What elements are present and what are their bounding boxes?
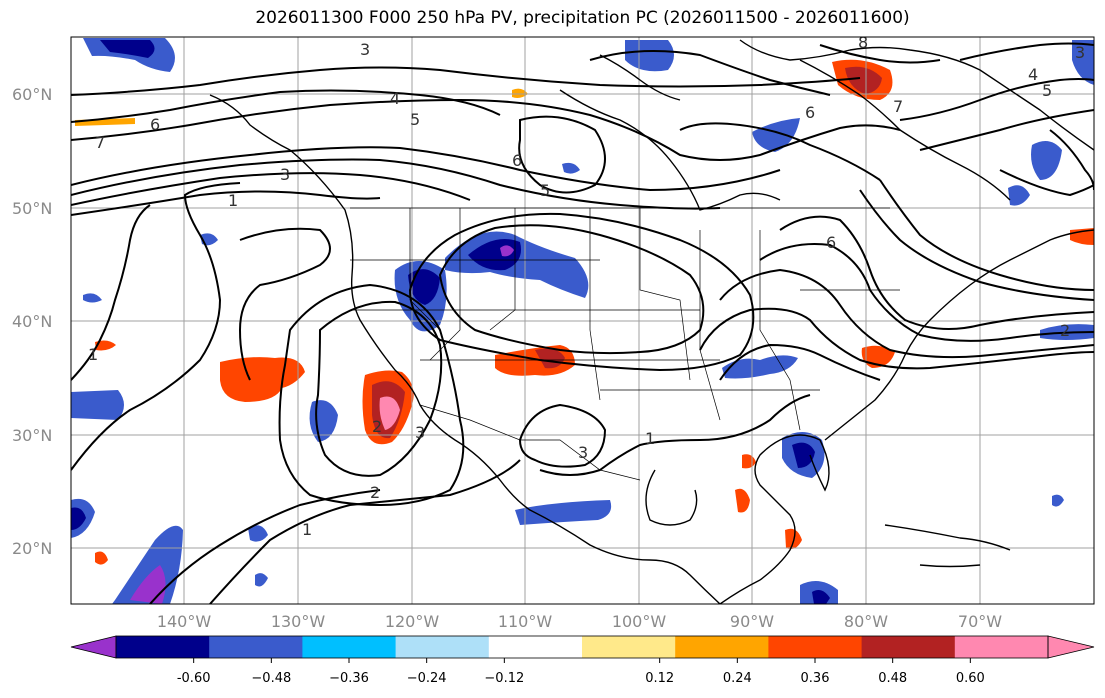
contour-label: 5 [410, 110, 420, 129]
chart-title: 2026011300 F000 250 hPa PV, precipitatio… [255, 8, 910, 28]
precip-patch-sw-us-dark [535, 348, 565, 369]
colorbar-segment [675, 636, 769, 658]
precip-patch-great-basin-core [408, 269, 440, 305]
colorbar-tick-label: 0.24 [723, 671, 752, 686]
longitude-labels: 140°W 130°W 120°W 110°W 100°W 90°W 80°W … [157, 612, 1002, 631]
contour-label: 8 [858, 33, 868, 52]
precip-patch-mex-pos1 [735, 488, 750, 513]
colorbar-segment [395, 636, 490, 658]
lat-label: 20°N [12, 539, 52, 558]
contour-label: 1 [88, 345, 98, 364]
colorbar-tick-label: −0.36 [329, 671, 369, 686]
precip-patch-mexico [515, 500, 612, 525]
contour-label: 4 [390, 89, 400, 108]
contour-label: 6 [512, 151, 522, 170]
precip-patch-rockies-purple [500, 245, 514, 257]
map-frame [70, 36, 1095, 605]
precip-patch-atlantic-ne [1031, 141, 1062, 180]
contour-label: 7 [893, 97, 903, 116]
lon-label: 140°W [157, 612, 212, 631]
contour-label: 3 [360, 40, 370, 59]
colorbar: -0.60 −0.48 −0.36 −0.24 −0.12 0.12 0.24 0.36 0.4… [70, 635, 1095, 686]
contour-label: 3 [280, 165, 290, 184]
contour-labels: 1 1 1 1 2 2 2 3 3 3 3 4 5 5 6 6 6 7 7 8 … [88, 33, 1085, 539]
precip-patch-w-sm [83, 293, 102, 303]
contour-label: 3 [578, 443, 588, 462]
latitude-labels: 60°N 50°N 40°N 30°N 20°N [12, 85, 52, 558]
contour-label: 2 [372, 417, 382, 436]
colorbar-arrow-left [70, 635, 117, 659]
colorbar-segment [954, 636, 1049, 658]
colorbar-tick-label: 0.12 [645, 671, 674, 686]
lon-label: 80°W [844, 612, 888, 631]
colorbar-tick-label: −0.12 [484, 671, 524, 686]
precip-patch-nw-coast-core [100, 40, 155, 58]
colorbar-tick-label: -0.60 [177, 671, 211, 686]
contour-label: 3 [1075, 43, 1085, 62]
colorbar-tick-label: −0.48 [251, 671, 291, 686]
colorbar-frame [115, 635, 1049, 659]
contour-label: 1 [228, 191, 238, 210]
precip-patch-labrador-sea [1072, 40, 1094, 85]
colorbar-segment [861, 636, 956, 658]
contour-label: 2 [1060, 321, 1070, 340]
lat-label: 60°N [12, 85, 52, 104]
lat-label: 40°N [12, 312, 52, 331]
colorbar-tick-label: −0.24 [407, 671, 447, 686]
precip-patch-atl-sm2 [1052, 494, 1064, 507]
lon-label: 70°W [958, 612, 1002, 631]
contour-label: 4 [1028, 65, 1038, 84]
precip-patch-lake [512, 88, 528, 98]
contour-label: 1 [645, 429, 655, 448]
precip-patch-ca-sm [255, 573, 268, 587]
precip-patch-w-pos2 [95, 551, 108, 565]
lon-label: 110°W [498, 612, 553, 631]
contour-label: 5 [540, 181, 550, 200]
contour-label: 5 [1042, 81, 1052, 100]
colorbar-segment [302, 636, 397, 658]
precip-patch-gulf-sm [1008, 185, 1030, 206]
lat-label: 30°N [12, 426, 52, 445]
precip-patch-quebec [752, 118, 800, 152]
contour-label: 6 [150, 115, 160, 134]
colorbar-segment [488, 636, 583, 658]
precip-patch-baja-pink [379, 396, 400, 430]
lon-label: 120°W [385, 612, 440, 631]
colorbar-arrow-right [1047, 635, 1095, 659]
precip-patch-sw-pacific-core [130, 565, 166, 604]
lon-label: 100°W [612, 612, 667, 631]
contour-label: 6 [826, 233, 836, 252]
contour-label: 3 [415, 423, 425, 442]
contour-label: 2 [370, 483, 380, 502]
precip-patch-caribbean-core [812, 590, 830, 604]
colorbar-segment [768, 636, 863, 658]
precip-patch-canada-sm [562, 162, 580, 174]
precip-patch-gulf-fl-core [792, 442, 815, 468]
coastlines [209, 39, 1094, 604]
precip-patch-w-pos1 [95, 340, 116, 351]
contour-label: 7 [95, 133, 105, 152]
lon-label: 130°W [271, 612, 326, 631]
lat-label: 50°N [12, 199, 52, 218]
lon-label: 90°W [730, 612, 774, 631]
precip-patch-sw-small [248, 525, 268, 542]
colorbar-segment [116, 636, 210, 658]
precip-negative-patches [71, 38, 1094, 604]
precip-patch-hudson-pos-dark [845, 66, 882, 94]
colorbar-tick-label: 0.36 [801, 671, 830, 686]
contour-label: 1 [302, 520, 312, 539]
precip-patch-pacific-w [71, 390, 124, 420]
colorbar-tick-label: 0.60 [956, 671, 985, 686]
colorbar-segment [582, 636, 676, 658]
colorbar-tick-label: 0.48 [878, 671, 907, 686]
precip-patch-hudson [625, 40, 674, 72]
contour-label: 6 [805, 103, 815, 122]
pv-contours [71, 42, 1094, 604]
colorbar-segment [209, 636, 303, 658]
precip-patch-far-w-core [71, 507, 86, 530]
